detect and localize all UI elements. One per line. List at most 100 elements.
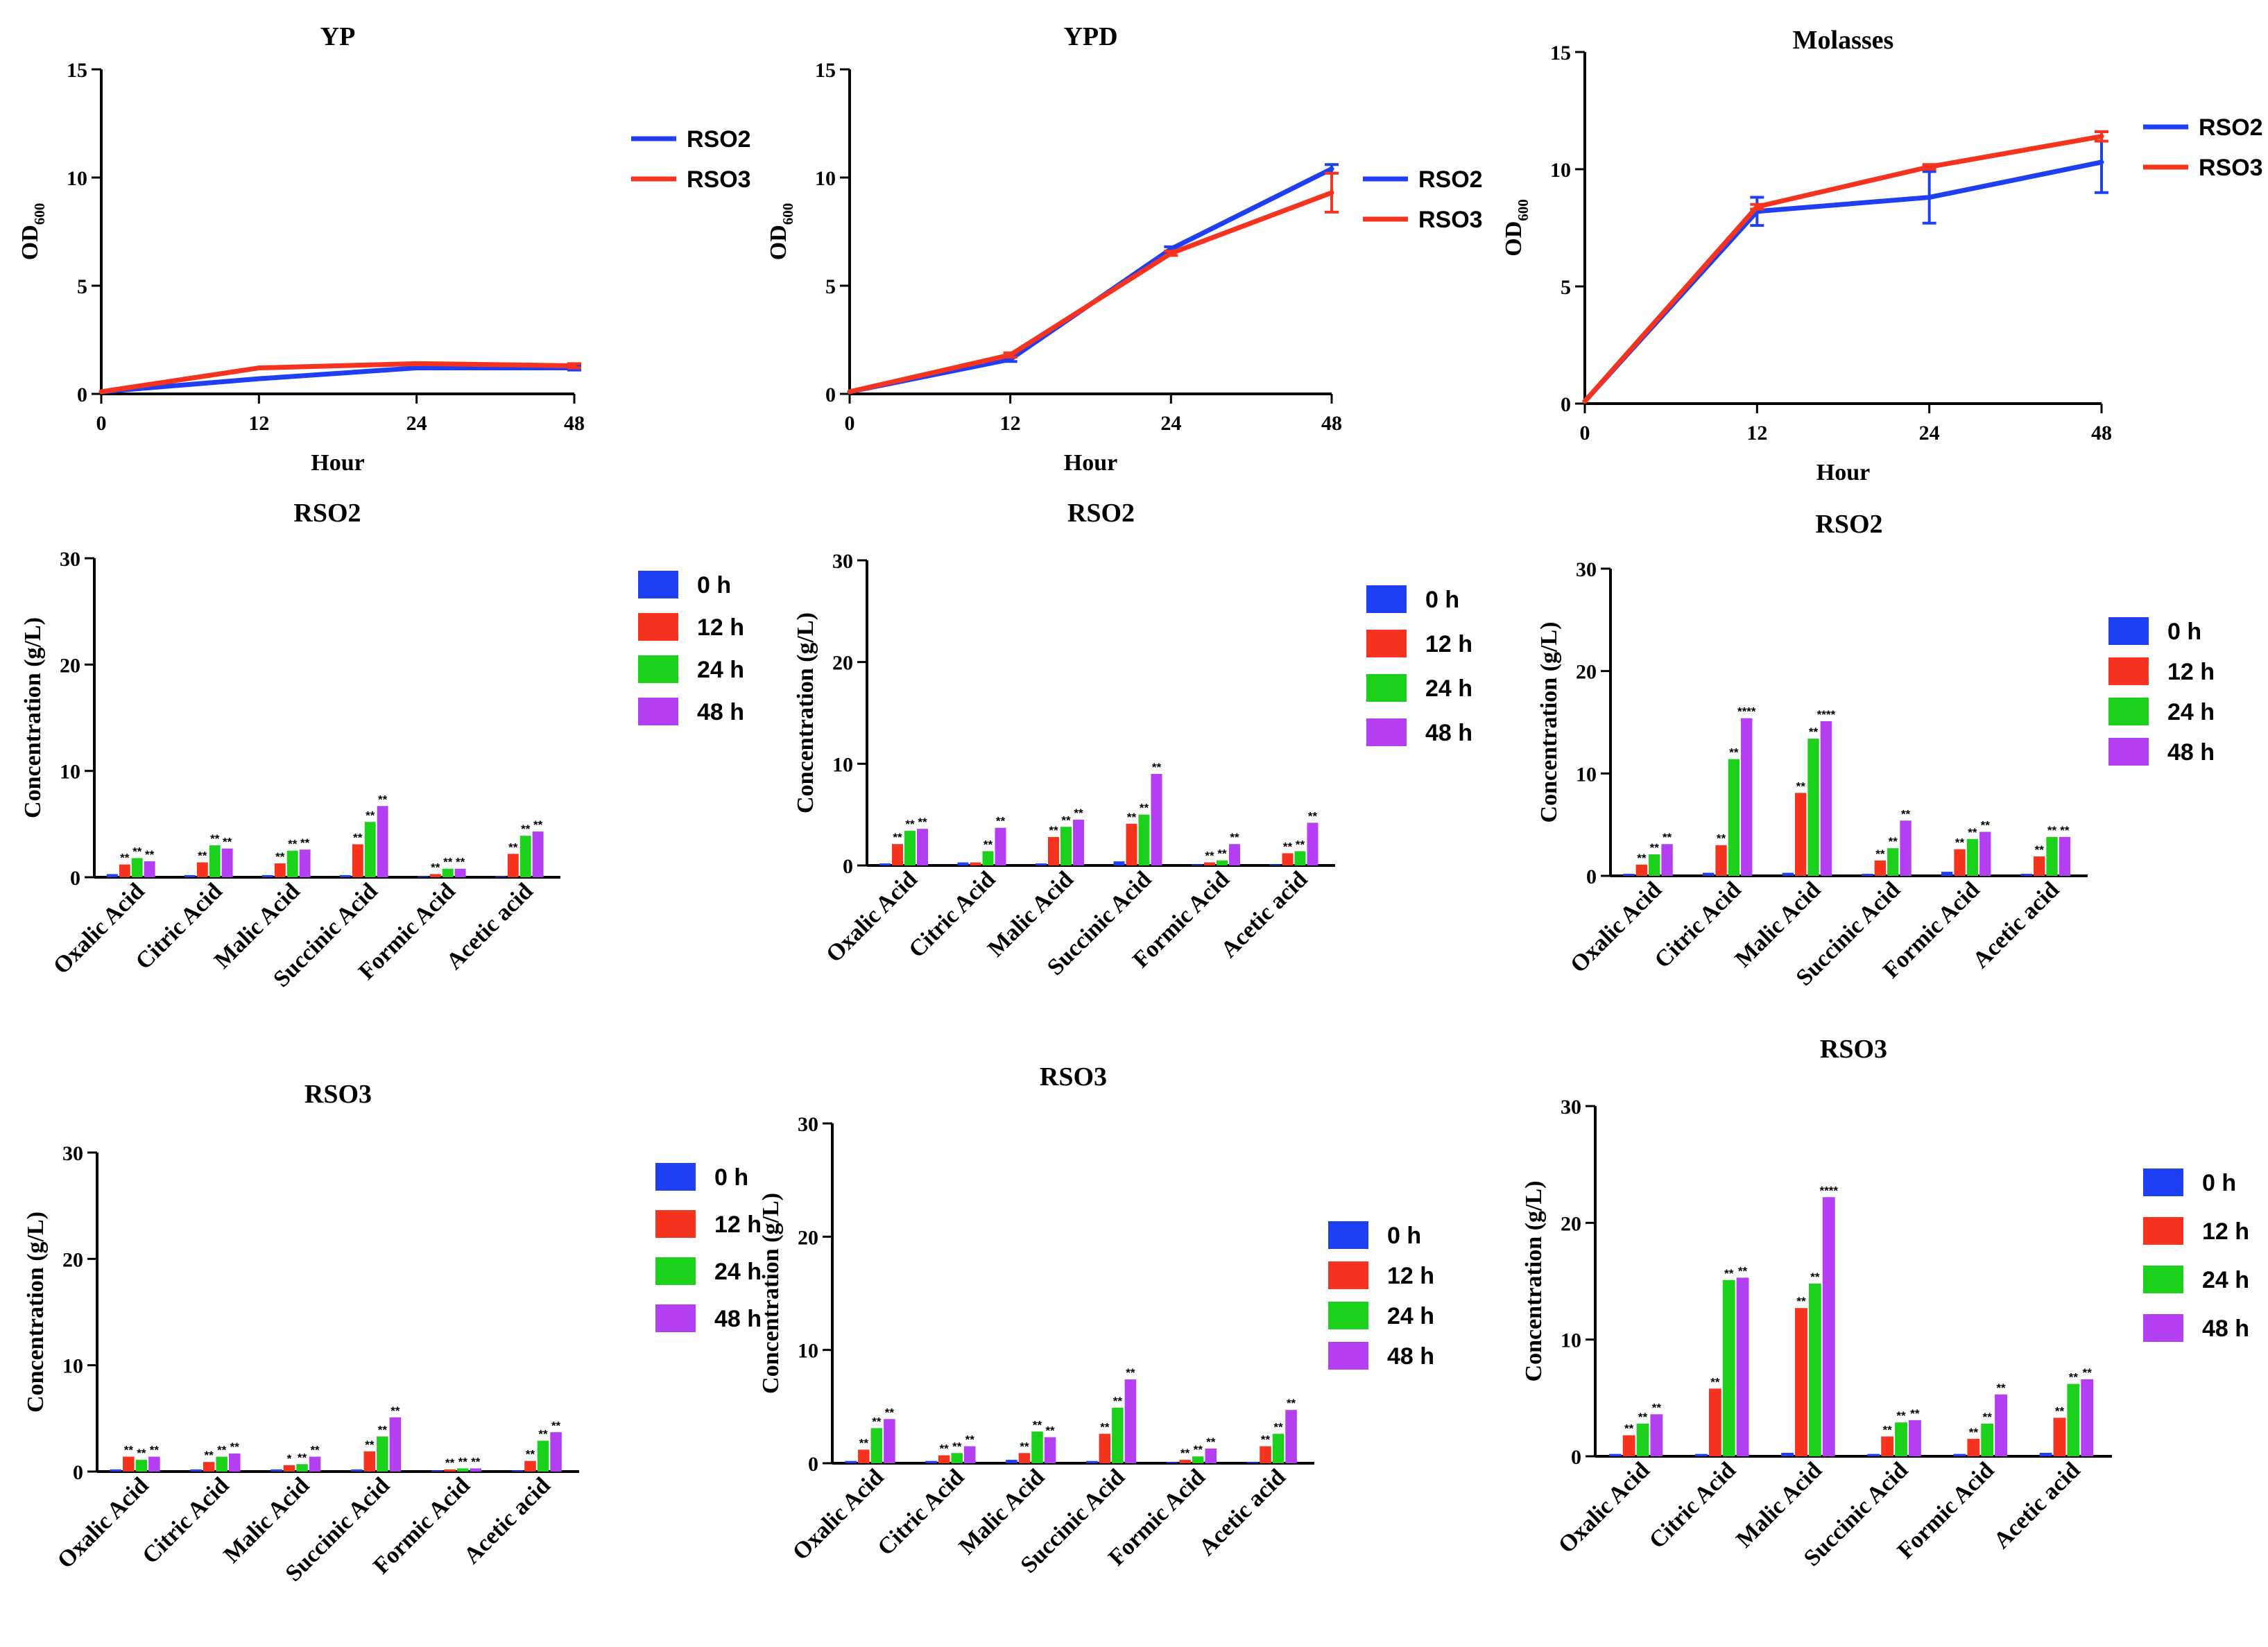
data-point	[1169, 251, 1174, 256]
category-label: Citric Acid	[137, 1472, 234, 1569]
bar-0h-citric-acid	[1703, 872, 1715, 876]
significance-label: **	[1074, 807, 1083, 820]
bar-0h-oxalic-acid	[879, 863, 891, 865]
series-line-RSO3	[1582, 134, 2104, 404]
legend-label: RSO3	[687, 166, 751, 193]
bar-48h-formic-acid	[1979, 831, 1991, 876]
significance-label: **	[918, 816, 927, 829]
legend-label: 12 h	[714, 1211, 762, 1238]
category-label: Oxalic Acid	[1554, 1457, 1655, 1558]
y-axis-label-subscript: 600	[31, 203, 48, 225]
legend-swatch	[1328, 1342, 1368, 1370]
bar-0h-malic-acid	[1781, 1452, 1794, 1456]
data-point	[848, 389, 852, 394]
bar-0h-malic-acid	[261, 874, 273, 877]
bar-48h-malic-acid	[299, 850, 311, 877]
significance-label: **	[1883, 1423, 1893, 1436]
x-tick-label: 12	[1746, 422, 1767, 445]
bar-48h-acetic-acid	[2081, 1379, 2094, 1456]
y-tick-label: 20	[60, 654, 80, 677]
bar-24h-oxalic-acid	[870, 1428, 883, 1463]
bar-12h-formic-acid	[429, 874, 441, 877]
x-tick-label: 24	[406, 412, 427, 435]
significance-label: **	[1100, 1421, 1110, 1434]
bar-48h-acetic-acid	[1285, 1410, 1297, 1463]
data-point	[257, 365, 261, 370]
significance-label: **	[983, 838, 993, 851]
series-line-RSO2	[1582, 159, 2104, 404]
significance-label: **	[1217, 847, 1227, 861]
bar-24h-oxalic-acid	[135, 1460, 148, 1472]
significance-label: **	[1652, 1401, 1662, 1414]
bar-12h-acetic-acid	[2053, 1417, 2066, 1456]
y-tick-label: 10	[62, 1355, 83, 1378]
bar-12h-citric-acid	[196, 862, 208, 877]
chart-title: YP	[320, 22, 356, 51]
significance-label: **	[533, 818, 543, 831]
significance-label: **	[1796, 1295, 1806, 1308]
significance-label: **	[1152, 761, 1162, 774]
significance-label: **	[526, 1448, 535, 1461]
significance-label: **	[1308, 809, 1318, 822]
significance-label: **	[1955, 836, 1965, 850]
bar-48h-malic-acid	[1822, 1197, 1835, 1456]
chart-title: RSO3	[1040, 1062, 1107, 1092]
y-tick-label: 15	[1550, 42, 1571, 64]
legend-label: 12 h	[1425, 631, 1472, 657]
significance-label: **	[198, 850, 207, 863]
x-axis-label: Hour	[311, 450, 364, 476]
y-axis-label: Concentration (g/L)	[1521, 1181, 1547, 1382]
significance-label: **	[471, 1455, 481, 1468]
legend-label: 12 h	[697, 614, 744, 641]
x-tick-label: 48	[1321, 412, 1342, 435]
bar-0h-acetic-acid	[1246, 1462, 1259, 1463]
bar-0h-oxalic-acid	[845, 1460, 857, 1463]
legend-swatch	[2143, 1217, 2183, 1245]
bar-12h-citric-acid	[203, 1462, 215, 1472]
data-point	[572, 363, 576, 368]
x-tick-label: 48	[564, 412, 585, 435]
x-axis-label: Hour	[1064, 450, 1117, 476]
bar-48h-formic-acid	[1205, 1448, 1217, 1463]
legend-label: 24 h	[1425, 675, 1472, 702]
legend-label: 24 h	[714, 1259, 762, 1285]
bar-0h-citric-acid	[957, 862, 969, 865]
bar-12h-succinic-acid	[1099, 1433, 1111, 1463]
significance-label: **	[443, 856, 453, 869]
bar-0h-malic-acid	[1782, 872, 1794, 876]
significance-label: **	[2035, 843, 2045, 856]
significance-label: **	[1140, 802, 1149, 815]
significance-label: **	[1230, 831, 1239, 844]
bar-0h-malic-acid	[1036, 863, 1047, 865]
bar-24h-malic-acid	[1808, 1283, 1821, 1456]
bar-12h-oxalic-acid	[119, 864, 130, 877]
bar-48h-citric-acid	[221, 848, 233, 877]
significance-label: **	[1045, 1424, 1055, 1437]
significance-label: **	[1638, 1411, 1648, 1424]
legend-swatch	[638, 571, 678, 598]
category-label: Acetic acid	[1194, 1464, 1291, 1560]
bar-24h-succinic-acid	[1895, 1422, 1907, 1456]
bar-24h-succinic-acid	[1887, 848, 1899, 876]
bar-48h-acetic-acid	[550, 1432, 562, 1472]
legend-label: 24 h	[2167, 699, 2215, 725]
bar-12h-oxalic-acid	[892, 844, 903, 865]
significance-label: **	[1127, 811, 1137, 824]
bar-0h-oxalic-acid	[1608, 1454, 1622, 1456]
chart-title: RSO2	[1067, 499, 1135, 528]
significance-label: **	[217, 1444, 227, 1457]
legend-swatch	[2108, 738, 2149, 766]
bar-12h-citric-acid	[1708, 1388, 1721, 1456]
significance-label: **	[1717, 832, 1726, 845]
bar-48h-oxalic-acid	[144, 861, 155, 877]
bar-24h-succinic-acid	[377, 1436, 388, 1472]
y-axis-label: Concentration (g/L)	[793, 612, 818, 813]
legend-swatch	[2108, 617, 2149, 645]
bar-0h-citric-acid	[1695, 1454, 1708, 1456]
bar-0h-formic-acid	[431, 1470, 443, 1472]
x-tick-label: 0	[96, 412, 107, 435]
category-label: Oxalic Acid	[821, 866, 922, 967]
